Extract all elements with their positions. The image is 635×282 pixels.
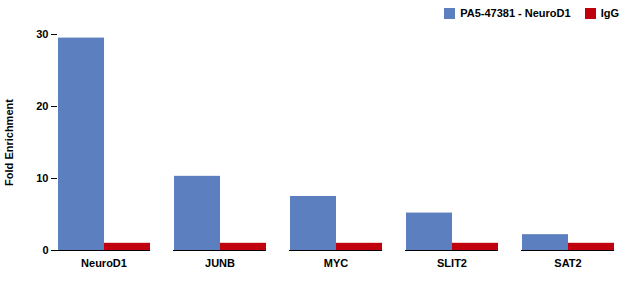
html-text:PA5-47381 - NeuroD1: PA5-47381 - NeuroD1	[460, 7, 571, 19]
svg-text:NeuroD1: NeuroD1	[81, 257, 127, 269]
svg-text:SAT2: SAT2	[554, 257, 581, 269]
svg-text:SLIT2: SLIT2	[437, 257, 467, 269]
svg-text:10: 10	[36, 172, 48, 184]
svg-text:JUNB: JUNB	[205, 257, 235, 269]
svg-text:20: 20	[36, 100, 48, 112]
svg-text:MYC: MYC	[324, 257, 349, 269]
svg-text:Fold Enrichment: Fold Enrichment	[3, 99, 15, 186]
svg-text:0: 0	[42, 244, 48, 256]
html-text:IgG: IgG	[600, 7, 619, 19]
svg-text:30: 30	[36, 28, 48, 40]
